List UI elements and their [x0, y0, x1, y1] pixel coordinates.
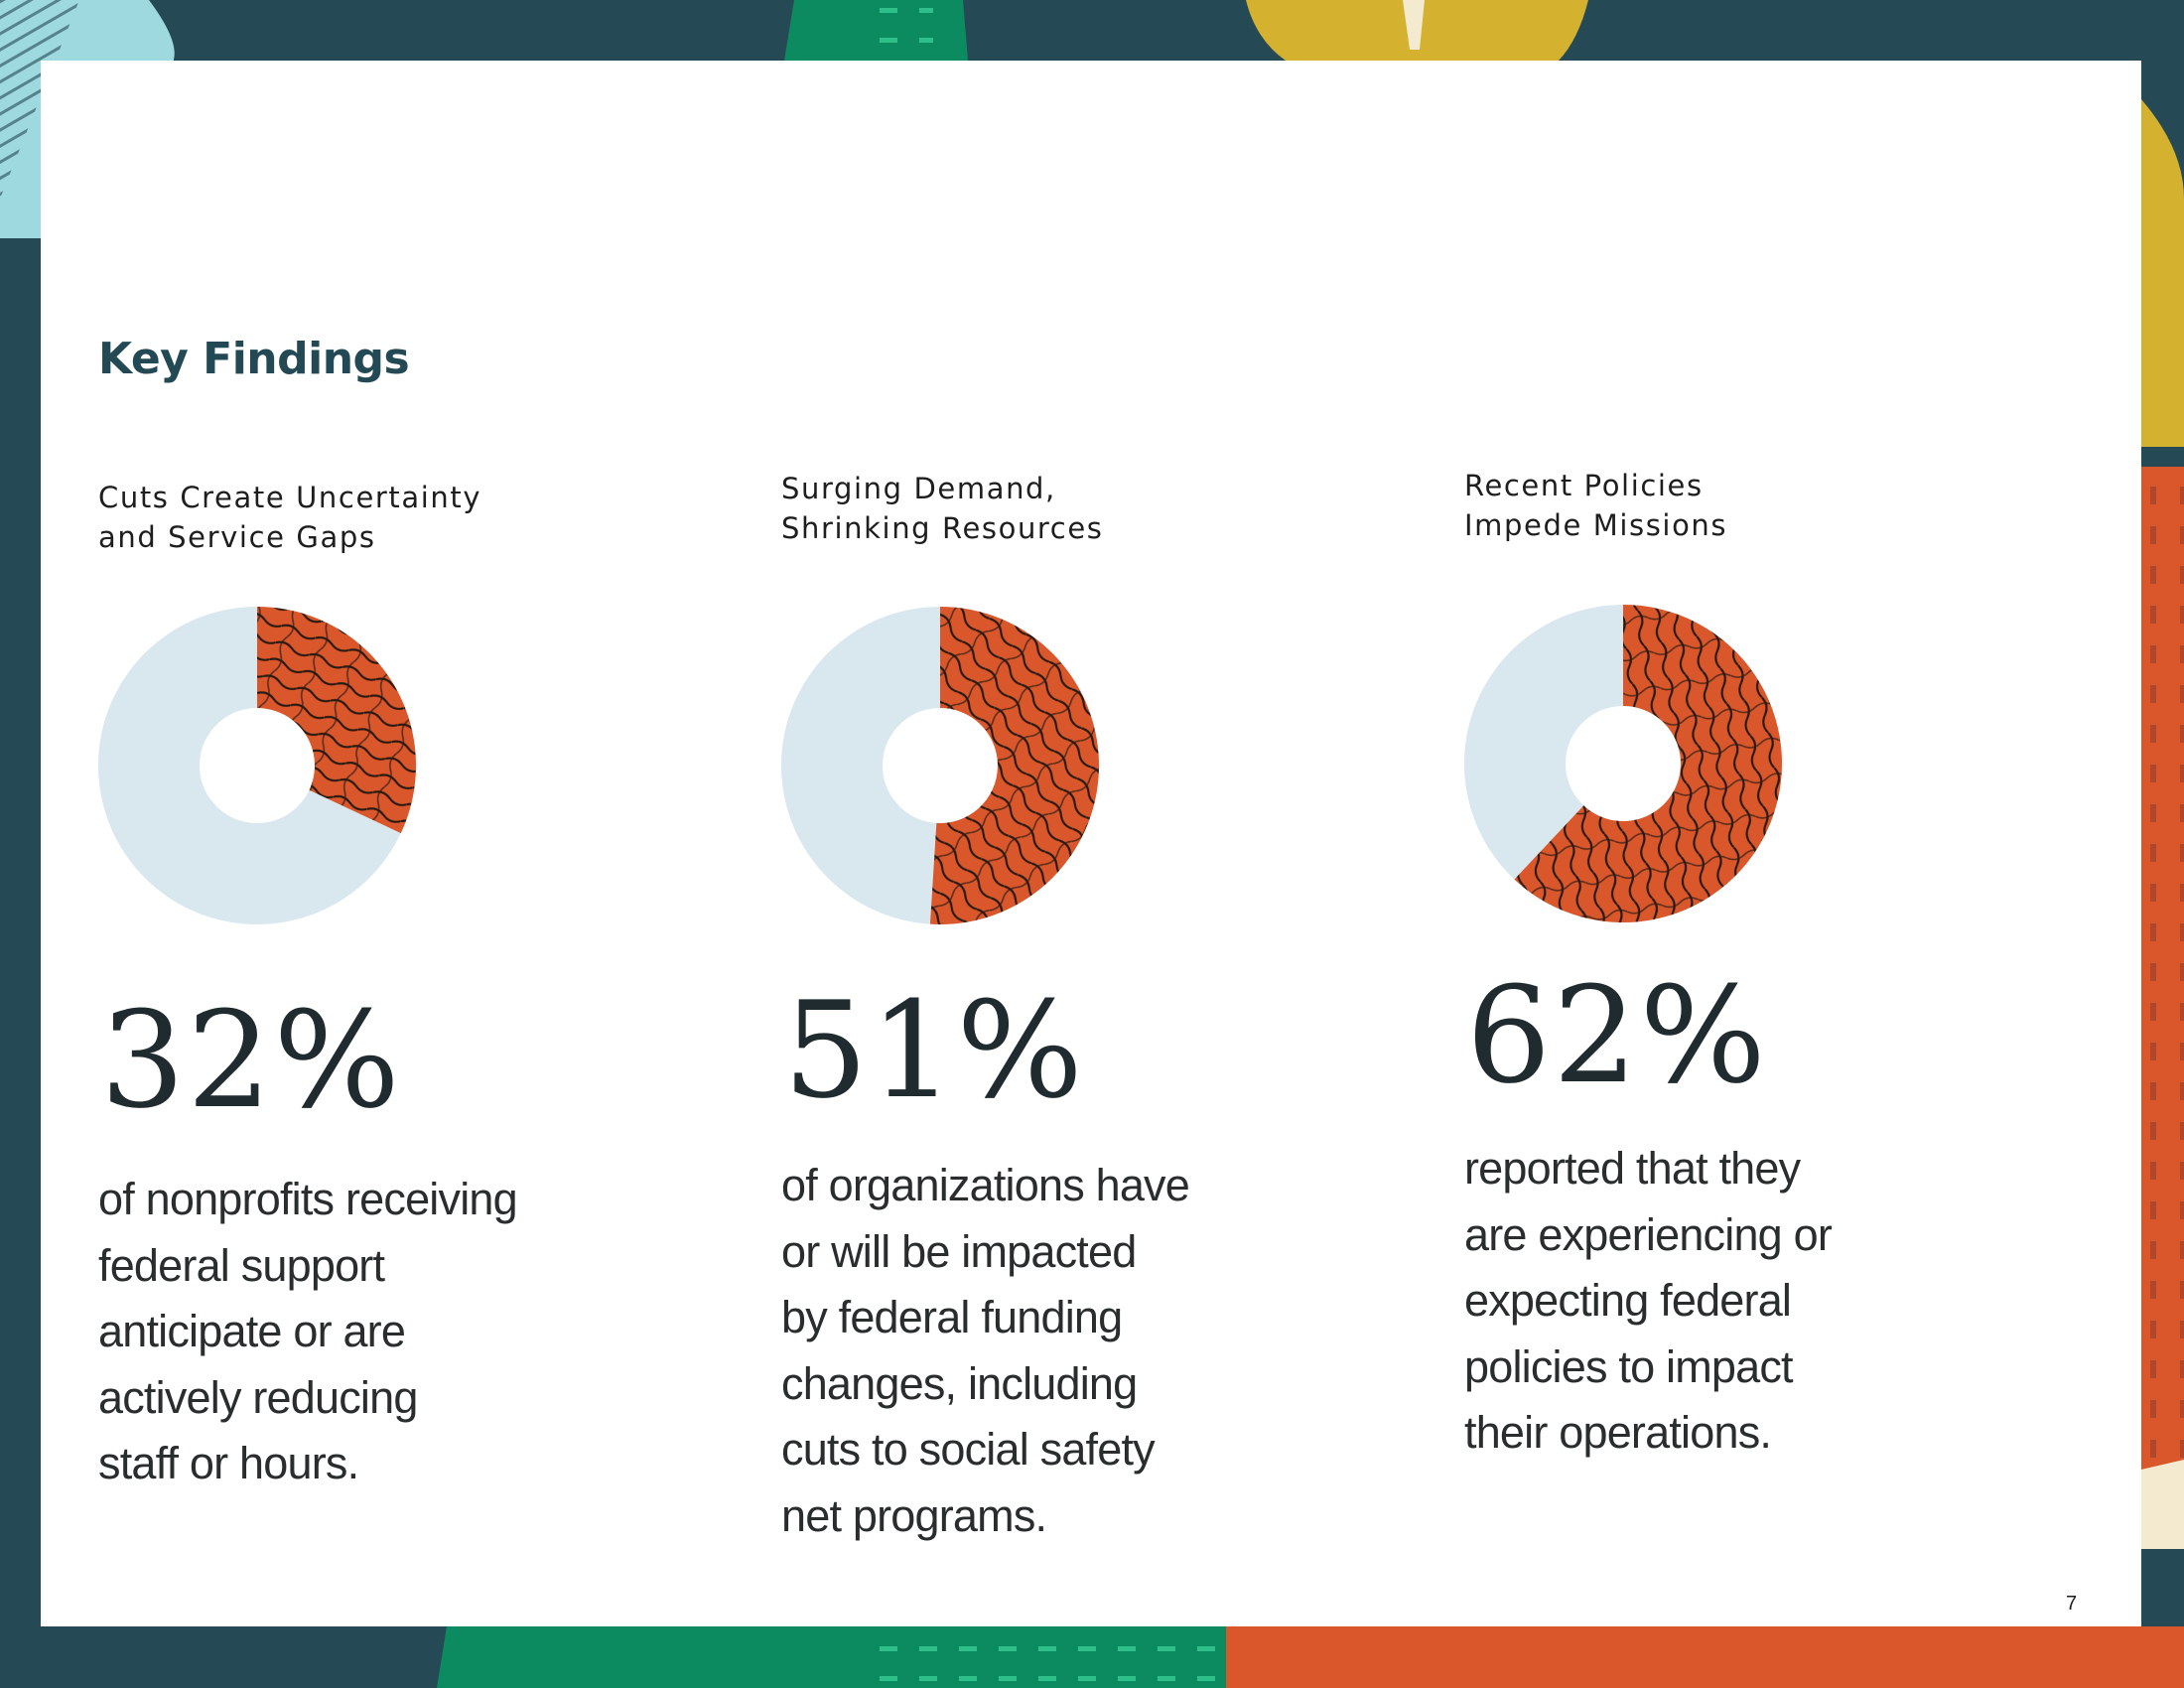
percent-stat: 51%	[783, 973, 1085, 1128]
page-title: Key Findings	[98, 334, 410, 384]
finding-subtitle: Cuts Create Uncertainty and Service Gaps	[98, 481, 482, 554]
donut-segment	[929, 607, 1099, 924]
donut-chart	[781, 607, 1099, 924]
cream-shape-right	[2141, 1460, 2184, 1549]
orange-shape-right	[2141, 467, 2184, 1509]
finding-description: of nonprofits receiving federal support …	[98, 1174, 518, 1488]
light-blue-texture	[0, 0, 79, 199]
orange-shape-bottom	[1226, 1626, 2184, 1688]
report-page: Key Findings Cuts Create Uncertainty and…	[41, 61, 2141, 1626]
finding-subtitle: Surging Demand, Shrinking Resources	[781, 472, 1104, 545]
percent-stat: 32%	[100, 983, 402, 1138]
finding-demand: Surging Demand, Shrinking Resources 51% …	[781, 61, 1417, 1626]
mustard-shape-right	[2141, 99, 2184, 447]
cream-stem	[1403, 0, 1425, 50]
finding-subtitle: Recent Policies Impede Missions	[1464, 469, 1728, 542]
green-texture-top	[874, 0, 933, 61]
donut-segment	[1514, 605, 1782, 922]
green-texture-bottom	[864, 1626, 1231, 1688]
finding-policies: Recent Policies Impede Missions 62% repo…	[1464, 61, 2100, 1626]
donut-segment	[257, 607, 416, 834]
page-number: 7	[2066, 1593, 2078, 1615]
finding-description: of organizations have or will be impacte…	[781, 1160, 1190, 1541]
finding-description: reported that they are experiencing or e…	[1464, 1143, 1833, 1458]
percent-stat: 62%	[1466, 958, 1768, 1113]
donut-chart	[1464, 605, 1782, 922]
finding-uncertainty: Cuts Create Uncertainty and Service Gaps…	[98, 61, 734, 1626]
donut-chart	[98, 607, 416, 924]
